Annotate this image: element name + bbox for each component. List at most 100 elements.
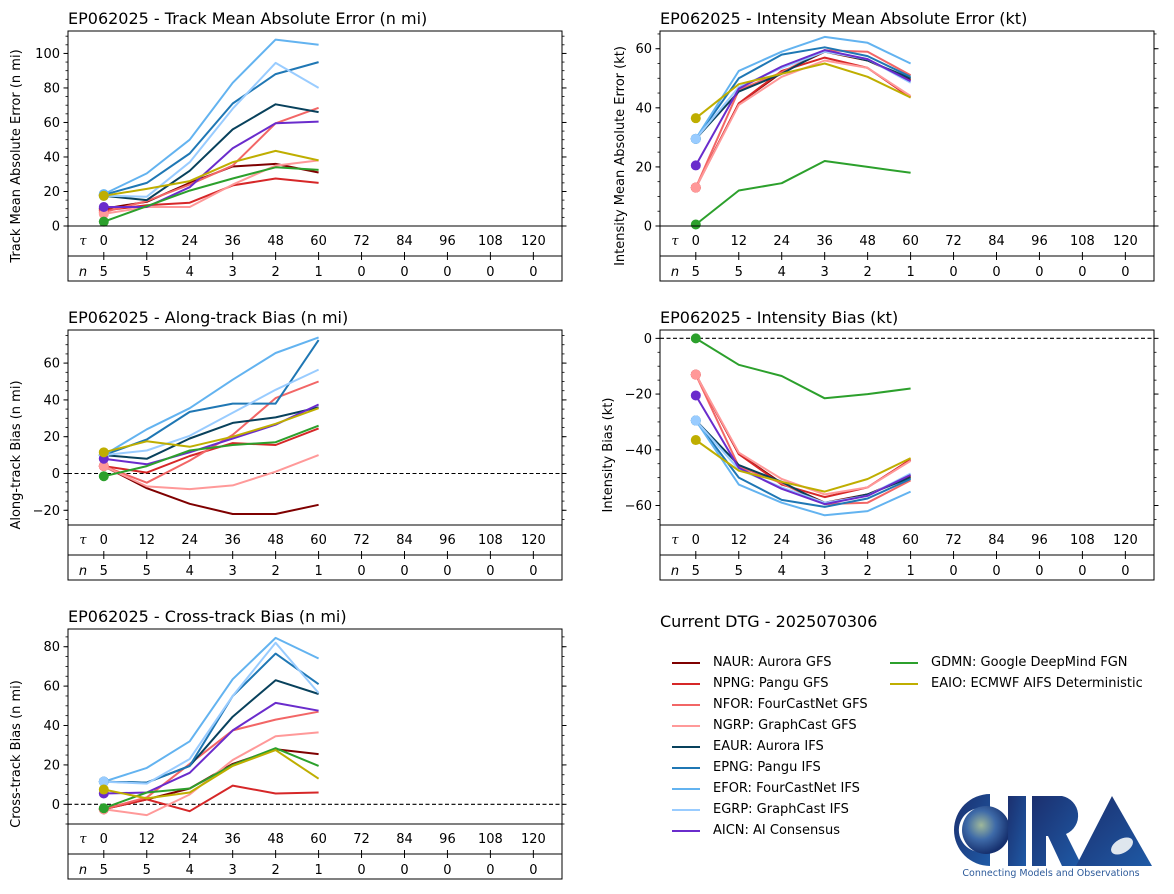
series-line-EPNG [103,339,320,457]
legend-item-EPNG: EPNG: Pangu IFS [660,757,868,778]
series-line-EFOR [694,419,912,517]
tau-value: 48 [859,234,876,249]
tau-value: 36 [224,234,241,249]
series-point-AICN [98,202,109,213]
n-value: 0 [357,564,365,579]
tau-value: 96 [1031,234,1048,249]
n-value: 0 [529,863,537,878]
series-point-GDMN [98,216,109,227]
tau-row-label: τ [671,234,679,249]
series-point-GDMN [690,333,701,344]
y-tick-label: 60 [43,680,60,695]
chart-title: EP062025 - Along-track Bias (n mi) [68,308,348,327]
y-tick-label: 20 [635,160,652,175]
series-point-NGRP [98,208,109,219]
y-tick-label: −60 [625,499,652,514]
n-value: 0 [949,265,957,280]
y-axis-label: Cross-track Bias (n mi) [9,680,24,828]
n-value: 5 [100,265,108,280]
n-value: 0 [1035,265,1043,280]
tau-value: 60 [902,234,919,249]
series-point-EAIO [690,113,701,124]
n-value: 1 [906,564,914,579]
tau-value: 96 [439,832,456,847]
legend-item-EAIO: EAIO: ECMWF AIFS Deterministic [878,673,1143,694]
y-tick-label: 80 [43,81,60,96]
legend-swatch [672,808,700,811]
series-line-NGRP [103,454,319,491]
n-row-label: n [671,265,679,280]
n-value: 0 [443,265,451,280]
series-line-NFOR [694,49,912,189]
forecast-table-frame [659,524,1155,581]
y-tick-label: 20 [43,430,60,445]
n-row-label: n [79,564,87,579]
n-value: 1 [314,265,322,280]
plot-frame [659,329,1155,526]
tau-value: 84 [396,234,413,249]
chart-cross-track-bias: EP062025 - Cross-track Bias (n mi) Cross-… [9,607,567,880]
n-value: 4 [186,265,194,280]
y-tick-label: 20 [43,185,60,200]
n-value: 0 [1078,265,1086,280]
n-row-label: n [79,863,87,878]
logo-letter-a [1076,796,1152,866]
y-tick-label: 80 [43,640,60,655]
n-value: 0 [400,863,408,878]
tau-value: 72 [353,533,370,548]
tau-value: 0 [100,234,108,249]
tau-value: 12 [138,533,155,548]
n-value: 0 [529,564,537,579]
tau-value: 60 [310,533,327,548]
legend-item-AICN: AICN: AI Consensus [660,820,868,841]
y-tick-label: 40 [43,393,60,408]
legend-label: EGRP: GraphCast IFS [713,802,849,817]
n-value: 0 [400,265,408,280]
series-line-EAIO [103,407,319,454]
n-value: 0 [1078,564,1086,579]
y-axis-label: Intensity Mean Absolute Error (kt) [613,46,628,266]
legend-item-EGRP: EGRP: GraphCast IFS [660,799,868,820]
tau-value: 84 [396,533,413,548]
series-line-AICN [694,49,912,166]
n-value: 5 [735,265,743,280]
tau-value: 108 [1070,234,1095,249]
series-line-GDMN [695,337,911,400]
series-line-EAUR [103,103,319,202]
tau-value: 108 [1070,533,1095,548]
n-row-label: n [671,564,679,579]
forecast-table-frame [67,225,563,282]
n-value: 4 [186,863,194,878]
n-value: 0 [486,863,494,878]
n-row-label: n [79,265,87,280]
y-tick-label: −20 [625,388,652,403]
y-tick-label: 60 [43,116,60,131]
series-point-EAIO [98,784,109,795]
series-line-NFOR [103,106,319,214]
tau-value: 36 [224,832,241,847]
n-value: 0 [992,265,1000,280]
legend-label: AICN: AI Consensus [713,823,840,838]
series-line-GDMN [103,424,319,478]
series-line-GDMN [103,166,319,223]
legend-item-NAUR: NAUR: Aurora GFS [660,652,868,673]
legend-item-EAUR: EAUR: Aurora IFS [660,736,868,757]
legend-swatch [890,661,918,664]
legend-label: GDMN: Google DeepMind FGN [931,655,1128,670]
legend-label: EPNG: Pangu IFS [713,760,821,775]
forecast-table-frame [67,524,563,581]
y-tick-label: 60 [635,42,652,57]
tau-value: 72 [945,533,962,548]
tau-row-label: τ [79,533,87,548]
series-line-GDMN [103,747,319,810]
series-line-GDMN [695,160,911,226]
logo-letter-i [1008,796,1026,866]
chart-track-mae: EP062025 - Track Mean Absolute Error (n … [9,9,567,282]
legend-swatch [672,829,700,832]
tau-value: 0 [100,533,108,548]
legend-column-2: GDMN: Google DeepMind FGN EAIO: ECMWF AIF… [878,652,1143,694]
cira-logo: Connecting Models and Observations [954,794,1152,878]
logo-dish [1111,837,1133,855]
n-value: 0 [529,265,537,280]
tau-value: 72 [353,234,370,249]
